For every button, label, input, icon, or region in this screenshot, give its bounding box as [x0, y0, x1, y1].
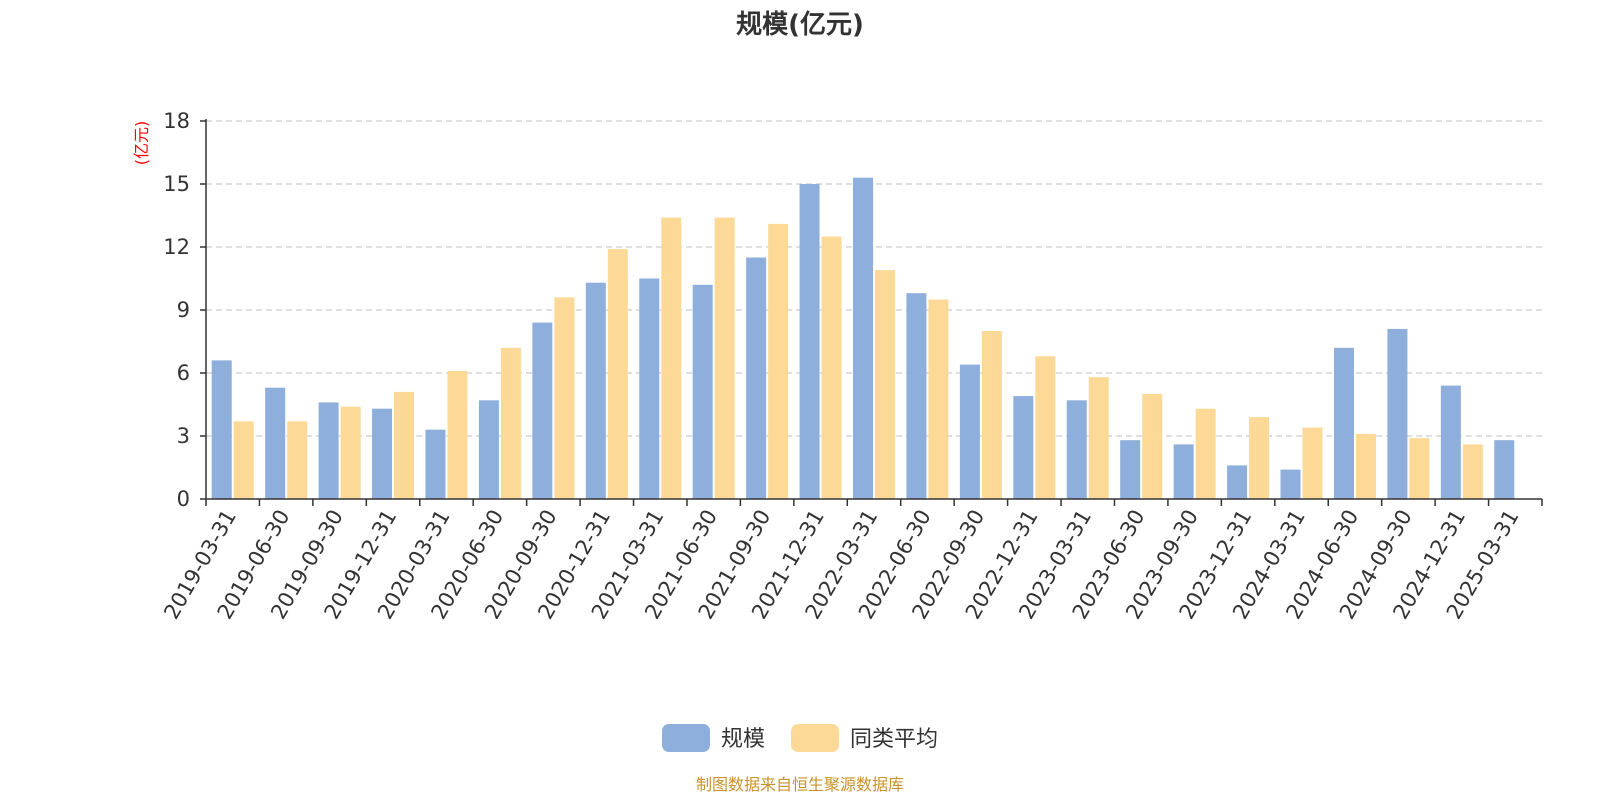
y-tick-label: 3: [177, 424, 190, 448]
bar-scale[interactable]: [1227, 465, 1248, 499]
bar-peer-average[interactable]: [233, 421, 254, 499]
legend-swatch: [662, 724, 710, 752]
bar-scale[interactable]: [1173, 444, 1194, 499]
bar-peer-average[interactable]: [1409, 438, 1430, 499]
bar-peer-average[interactable]: [1195, 408, 1216, 499]
bar-scale[interactable]: [1387, 328, 1408, 499]
bar-peer-average[interactable]: [821, 236, 842, 500]
bar-scale[interactable]: [478, 400, 499, 499]
bars: [211, 177, 1515, 500]
y-tick-label: 18: [163, 109, 190, 133]
bar-scale[interactable]: [318, 402, 339, 499]
bar-scale[interactable]: [799, 184, 820, 499]
bar-scale[interactable]: [1013, 396, 1034, 499]
legend-item-scale[interactable]: 规模: [662, 724, 765, 752]
bar-scale[interactable]: [265, 387, 286, 499]
y-tick-label: 12: [163, 235, 190, 259]
bar-scale[interactable]: [853, 177, 873, 499]
bar-scale[interactable]: [1280, 469, 1301, 499]
legend-label: 规模: [721, 727, 765, 752]
x-tick-labels: 2019-03-312019-06-302019-09-302019-12-31…: [159, 506, 1523, 624]
y-tick-label: 0: [177, 487, 190, 511]
y-axis-label: (亿元): [132, 121, 151, 166]
bar-peer-average[interactable]: [1302, 427, 1323, 499]
bar-scale[interactable]: [532, 322, 553, 499]
axes: [200, 119, 1543, 506]
bar-scale[interactable]: [692, 284, 713, 499]
bar-peer-average[interactable]: [340, 406, 361, 499]
bar-peer-average[interactable]: [554, 297, 575, 499]
bar-peer-average[interactable]: [607, 249, 628, 499]
bar-peer-average[interactable]: [1462, 444, 1483, 499]
bar-peer-average[interactable]: [1035, 356, 1056, 499]
y-tick-labels: 0 3 6 9 12 15 18: [163, 109, 190, 511]
bar-scale[interactable]: [372, 408, 393, 499]
legend-item-peer-average[interactable]: 同类平均: [791, 724, 938, 752]
y-tick-label: 15: [163, 172, 190, 196]
bar-scale[interactable]: [639, 278, 660, 500]
bar-scale[interactable]: [425, 429, 446, 499]
bar-peer-average[interactable]: [287, 421, 308, 499]
bar-scale[interactable]: [959, 364, 980, 499]
chart-title: 规模(亿元): [736, 10, 864, 40]
bar-peer-average[interactable]: [447, 370, 468, 499]
bar-peer-average[interactable]: [1142, 394, 1163, 499]
bar-scale[interactable]: [1066, 400, 1087, 499]
bar-scale[interactable]: [211, 360, 232, 499]
bar-scale[interactable]: [1333, 347, 1354, 499]
source-note: 制图数据来自恒生聚源数据库: [696, 775, 904, 794]
bar-scale[interactable]: [906, 293, 927, 499]
bar-peer-average[interactable]: [714, 217, 735, 499]
bar-scale[interactable]: [1494, 440, 1515, 499]
bar-peer-average[interactable]: [928, 299, 949, 500]
bar-scale[interactable]: [585, 282, 606, 499]
bar-scale[interactable]: [1120, 440, 1141, 499]
bar-peer-average[interactable]: [875, 270, 895, 499]
bar-peer-average[interactable]: [500, 347, 521, 499]
legend-swatch: [791, 724, 839, 752]
bar-scale[interactable]: [746, 257, 767, 500]
bar-peer-average[interactable]: [1249, 417, 1270, 499]
bar-peer-average[interactable]: [1088, 377, 1109, 499]
bar-peer-average[interactable]: [394, 391, 415, 499]
y-tick-label: 6: [177, 361, 190, 385]
legend[interactable]: 规模 同类平均: [662, 724, 938, 752]
bar-peer-average[interactable]: [981, 331, 1002, 499]
bar-peer-average[interactable]: [661, 217, 682, 499]
bar-peer-average[interactable]: [768, 223, 789, 499]
bar-peer-average[interactable]: [1355, 433, 1376, 499]
y-tick-label: 9: [177, 298, 190, 322]
bar-scale[interactable]: [1440, 385, 1461, 499]
legend-label: 同类平均: [850, 727, 938, 752]
